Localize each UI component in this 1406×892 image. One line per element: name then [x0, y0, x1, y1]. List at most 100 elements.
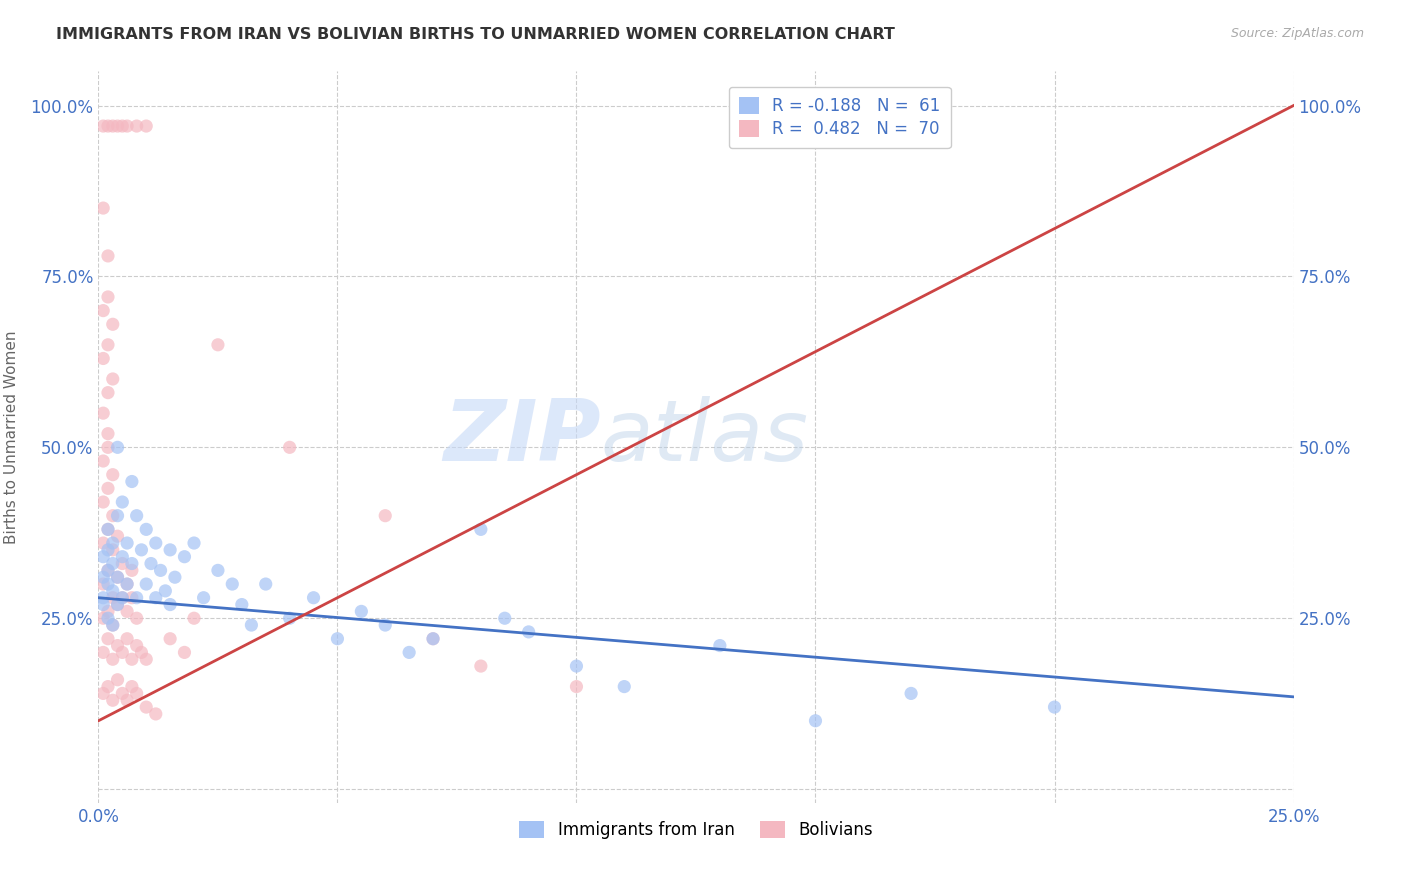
Point — [163, 570, 186, 584]
Point — [565, 680, 588, 694]
Point — [91, 536, 114, 550]
Text: ZIP: ZIP — [443, 395, 600, 479]
Point — [125, 639, 148, 653]
Point — [97, 577, 120, 591]
Point — [254, 577, 277, 591]
Point — [97, 542, 120, 557]
Point — [125, 508, 148, 523]
Point — [111, 549, 134, 564]
Point — [91, 406, 114, 420]
Point — [135, 700, 157, 714]
Point — [125, 611, 148, 625]
Y-axis label: Births to Unmarried Women: Births to Unmarried Women — [4, 330, 20, 544]
Point — [107, 508, 129, 523]
Point — [231, 598, 253, 612]
Point — [115, 693, 138, 707]
Point — [111, 686, 134, 700]
Point — [97, 563, 120, 577]
Point — [101, 467, 124, 482]
Point — [97, 249, 120, 263]
Point — [97, 426, 120, 441]
Text: IMMIGRANTS FROM IRAN VS BOLIVIAN BIRTHS TO UNMARRIED WOMEN CORRELATION CHART: IMMIGRANTS FROM IRAN VS BOLIVIAN BIRTHS … — [56, 27, 896, 42]
Point — [173, 549, 195, 564]
Point — [91, 303, 114, 318]
Point — [97, 440, 120, 454]
Point — [159, 632, 181, 646]
Point — [97, 522, 120, 536]
Point — [115, 577, 138, 591]
Point — [326, 632, 349, 646]
Point — [139, 557, 162, 571]
Point — [155, 583, 177, 598]
Point — [97, 604, 120, 618]
Point — [125, 686, 148, 700]
Point — [91, 611, 114, 625]
Point — [183, 536, 205, 550]
Point — [91, 591, 114, 605]
Point — [517, 624, 540, 639]
Point — [97, 119, 120, 133]
Point — [101, 591, 124, 605]
Point — [101, 583, 124, 598]
Point — [900, 686, 922, 700]
Point — [131, 645, 153, 659]
Point — [278, 440, 301, 454]
Point — [111, 557, 134, 571]
Point — [111, 645, 134, 659]
Point — [107, 570, 129, 584]
Point — [374, 508, 396, 523]
Point — [173, 645, 195, 659]
Point — [101, 318, 124, 332]
Point — [111, 591, 134, 605]
Point — [107, 598, 129, 612]
Point — [374, 618, 396, 632]
Point — [193, 591, 215, 605]
Point — [91, 598, 114, 612]
Point — [183, 611, 205, 625]
Point — [135, 577, 157, 591]
Text: atlas: atlas — [600, 395, 808, 479]
Point — [145, 536, 167, 550]
Point — [121, 652, 143, 666]
Point — [115, 536, 138, 550]
Point — [804, 714, 827, 728]
Point — [101, 372, 124, 386]
Point — [101, 618, 124, 632]
Point — [159, 598, 181, 612]
Point — [91, 119, 114, 133]
Point — [145, 591, 167, 605]
Point — [240, 618, 263, 632]
Point — [159, 542, 181, 557]
Point — [278, 611, 301, 625]
Point — [221, 577, 243, 591]
Point — [494, 611, 516, 625]
Point — [1043, 700, 1066, 714]
Point — [97, 632, 120, 646]
Point — [101, 652, 124, 666]
Point — [565, 659, 588, 673]
Point — [135, 119, 157, 133]
Point — [207, 338, 229, 352]
Point — [125, 119, 148, 133]
Point — [121, 563, 143, 577]
Point — [115, 577, 138, 591]
Point — [302, 591, 325, 605]
Point — [97, 680, 120, 694]
Point — [91, 495, 114, 509]
Point — [121, 591, 143, 605]
Text: Source: ZipAtlas.com: Source: ZipAtlas.com — [1230, 27, 1364, 40]
Point — [422, 632, 444, 646]
Point — [398, 645, 420, 659]
Point — [97, 611, 120, 625]
Point — [97, 385, 120, 400]
Point — [470, 659, 492, 673]
Point — [107, 639, 129, 653]
Point — [613, 680, 636, 694]
Point — [101, 536, 124, 550]
Point — [97, 481, 120, 495]
Point — [97, 522, 120, 536]
Point — [115, 604, 138, 618]
Point — [135, 522, 157, 536]
Point — [121, 475, 143, 489]
Point — [97, 338, 120, 352]
